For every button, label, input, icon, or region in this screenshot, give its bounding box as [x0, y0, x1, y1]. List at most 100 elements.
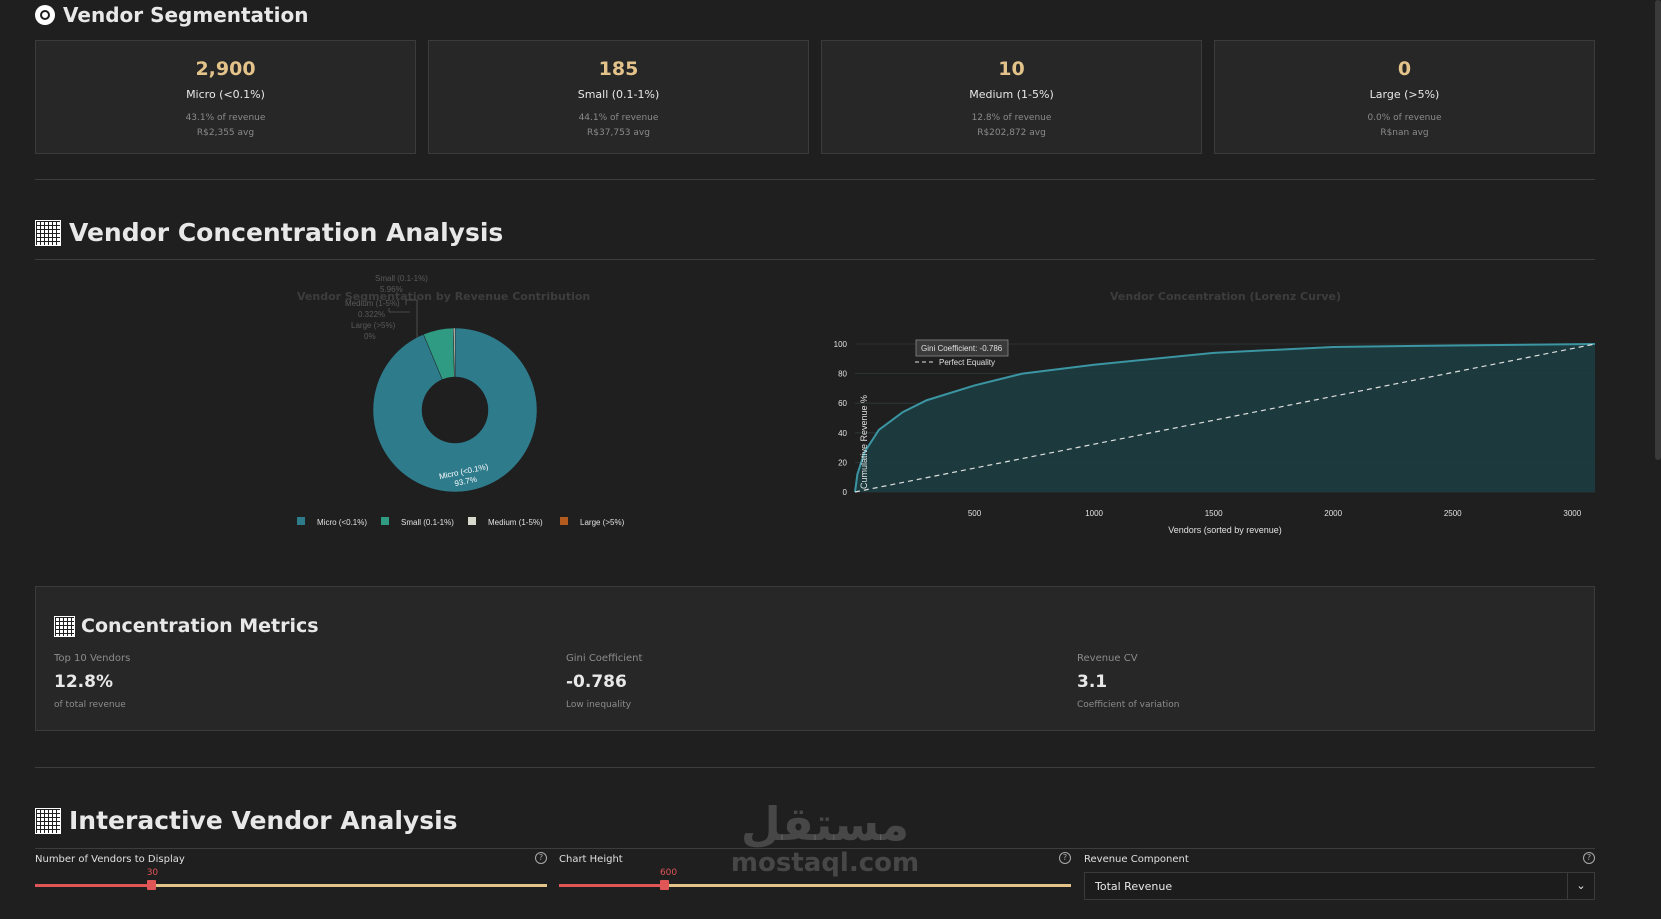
pie-callout: 5.96%	[380, 285, 403, 294]
metric-caption: of total revenue	[54, 700, 126, 710]
vendors-slider-handle[interactable]	[146, 880, 156, 890]
segment-revenue-share: 43.1% of revenue	[185, 113, 266, 123]
vendors-slider-value: 30	[146, 868, 159, 878]
pie-callout: 0.322%	[358, 310, 385, 319]
divider	[35, 848, 1595, 849]
divider	[35, 259, 1595, 260]
legend-item[interactable]: Large (>5%)	[580, 518, 625, 527]
lorenz-chart: 0 20 40 60 80 100 500 1000 1500 2000 2500 3000 Ven…	[834, 339, 1595, 535]
x-tick-label: 500	[968, 509, 982, 518]
segment-cards: 2,900 Micro (<0.1%) 43.1% of revenue R$2,…	[35, 40, 1595, 154]
table-icon	[35, 807, 61, 834]
grid-icon	[35, 219, 61, 246]
pie-chart-title: Vendor Segmentation by Revenue Contribut…	[297, 290, 591, 303]
divider	[35, 767, 1595, 768]
metric-value: -0.786	[566, 672, 627, 692]
interactive-heading: Interactive Vendor Analysis	[35, 806, 458, 835]
help-icon[interactable]: ?	[1059, 852, 1071, 864]
watermark-latin: mostaql.com	[730, 848, 920, 878]
revenue-component-select[interactable]: Total Revenue ⌄	[1084, 872, 1595, 900]
segment-revenue-share: 0.0% of revenue	[1367, 113, 1442, 123]
component-select-label: Revenue Component	[1084, 854, 1189, 865]
table-icon	[54, 615, 75, 637]
x-tick-label: 2500	[1444, 509, 1462, 518]
y-tick-label: 40	[838, 429, 847, 438]
vendors-slider-track[interactable]	[35, 884, 547, 887]
segment-revenue-share: 44.1% of revenue	[578, 113, 659, 123]
segment-average: R$37,753 avg	[587, 128, 650, 138]
y-tick-label: 60	[838, 399, 847, 408]
metric-top10: Top 10 Vendors 12.8% of total revenue	[54, 653, 130, 710]
pie-callout-line	[388, 308, 410, 313]
segment-label: Small (0.1-1%)	[577, 88, 660, 101]
segment-label: Medium (1-5%)	[969, 88, 1054, 101]
segment-average: R$2,355 avg	[196, 128, 255, 138]
help-icon[interactable]: ?	[1583, 852, 1595, 864]
metric-caption: Coefficient of variation	[1077, 700, 1180, 710]
segmentation-title: Vendor Segmentation	[63, 3, 309, 27]
pie-slice-medium[interactable]	[453, 327, 456, 378]
height-slider-track[interactable]	[559, 884, 1071, 887]
metric-label: Top 10 Vendors	[54, 653, 131, 664]
interactive-title: Interactive Vendor Analysis	[69, 806, 458, 835]
gini-annotation: Gini Coefficient: -0.786	[921, 344, 1003, 353]
pie-slice-micro[interactable]	[372, 327, 538, 493]
concentration-heading: Vendor Concentration Analysis	[35, 218, 503, 247]
height-slider-value: 600	[659, 868, 678, 878]
chevron-down-icon[interactable]: ⌄	[1567, 873, 1594, 899]
vendors-slider-label: Number of Vendors to Display	[35, 854, 185, 865]
pie-callout: Large (>5%)	[351, 321, 396, 330]
lorenz-x-axis-label: Vendors (sorted by revenue)	[1168, 525, 1282, 535]
segment-card-medium: 10 Medium (1-5%) 12.8% of revenue R$202,8…	[821, 40, 1202, 154]
legend-swatch	[468, 517, 476, 525]
x-tick-label: 1500	[1205, 509, 1223, 518]
vendors-slider-fill	[35, 884, 151, 887]
x-tick-label: 2000	[1324, 509, 1342, 518]
concentration-metrics-panel: Concentration Metrics Top 10 Vendors 12.…	[35, 586, 1595, 731]
gini-annotation-box	[915, 339, 1009, 357]
legend-item[interactable]: Medium (1-5%)	[488, 518, 543, 527]
metric-gini: Gini Coefficient -0.786 Low inequality	[566, 653, 642, 710]
y-tick-label: 100	[834, 340, 848, 349]
metric-label: Revenue CV	[1077, 653, 1138, 664]
segmentation-heading: Vendor Segmentation	[35, 3, 308, 27]
metric-cv: Revenue CV 3.1 Coefficient of variation	[1077, 653, 1179, 710]
lorenz-y-axis-label: Cumulative Revenue %	[859, 395, 869, 489]
height-slider-fill	[559, 884, 664, 887]
segment-count: 10	[998, 58, 1025, 80]
help-icon[interactable]: ?	[535, 852, 547, 864]
segment-label: Micro (<0.1%)	[186, 88, 265, 101]
pie-callout: 0%	[364, 332, 376, 341]
x-tick-label: 1000	[1085, 509, 1103, 518]
select-value: Total Revenue	[1095, 880, 1173, 893]
height-slider-handle[interactable]	[659, 880, 669, 890]
segment-card-large: 0 Large (>5%) 0.0% of revenue R$nan avg	[1214, 40, 1595, 154]
legend-swatch	[381, 517, 389, 525]
y-tick-label: 20	[838, 458, 847, 467]
target-icon	[35, 5, 55, 25]
equality-legend-label: Perfect Equality	[939, 358, 995, 367]
legend-item[interactable]: Small (0.1-1%)	[401, 518, 454, 527]
metric-caption: Low inequality	[566, 700, 632, 710]
page-scrollbar[interactable]	[1655, 0, 1661, 460]
x-tick-label: 3000	[1563, 509, 1581, 518]
legend-item[interactable]: Micro (<0.1%)	[317, 518, 367, 527]
metrics-title: Concentration Metrics	[81, 615, 319, 637]
segment-card-small: 185 Small (0.1-1%) 44.1% of revenue R$37,…	[428, 40, 809, 154]
pie-callout-line	[405, 299, 418, 338]
segment-label: Large (>5%)	[1369, 88, 1440, 101]
y-tick-label: 0	[843, 488, 848, 497]
metric-value: 3.1	[1077, 672, 1108, 692]
metrics-heading: Concentration Metrics	[54, 615, 319, 637]
lorenz-area	[855, 344, 1595, 492]
segment-average: R$nan avg	[1380, 128, 1429, 138]
concentration-title: Vendor Concentration Analysis	[69, 218, 504, 247]
watermark-arabic: مستقل	[740, 797, 910, 851]
segment-count: 0	[1397, 58, 1412, 80]
lorenz-chart-title: Vendor Concentration (Lorenz Curve)	[1110, 290, 1342, 303]
height-slider-label: Chart Height	[559, 854, 623, 865]
segment-count: 185	[598, 58, 639, 80]
divider	[35, 179, 1595, 180]
segment-revenue-share: 12.8% of revenue	[971, 113, 1052, 123]
metric-value: 12.8%	[54, 672, 113, 692]
